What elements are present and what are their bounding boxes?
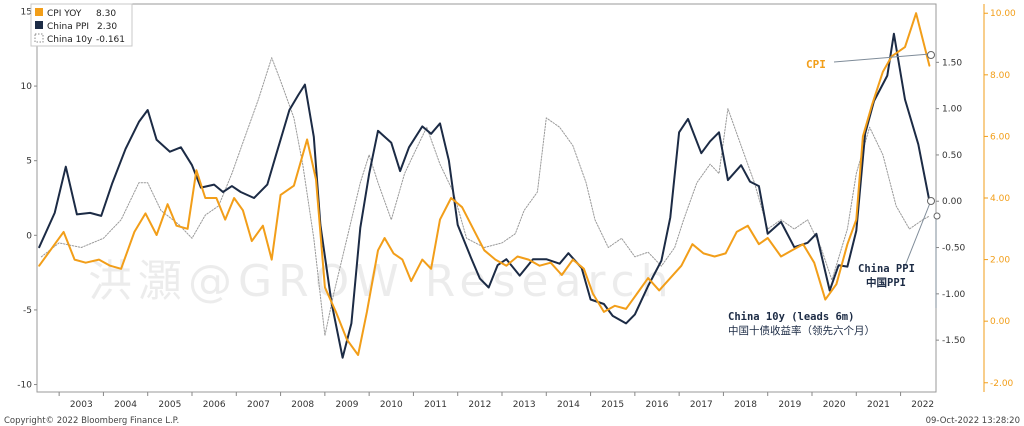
yield-annotation: China 10y (leads 6m) 中国十债收益率（领先六个月） [728,212,941,337]
left-tick-label: 5 [26,157,32,167]
ppi-annotation: China PPI 中国PPI [858,197,935,289]
yield-end-marker [933,212,941,220]
left-y-axis: -10 -5 0 5 10 15 [17,7,37,391]
mid-tick-label: -0.50 [942,244,966,254]
x-tick-label: 2018 [734,400,757,410]
yield-label-cn: 中国十债收益率（领先六个月） [728,324,875,337]
legend-item-10y: China 10y -0.161 [34,33,125,45]
mid-tick-label: 1.00 [942,105,962,115]
x-tick-label: 2013 [513,400,536,410]
cpi-leader-line [833,53,931,63]
x-tick-label: 2019 [778,400,801,410]
x-tick-label: 2005 [158,400,181,410]
left-tick-label: 0 [26,231,32,241]
mid-tick-label: -1.00 [942,290,966,300]
legend-swatch-cpi [35,8,43,16]
right-tick-label: 8.00 [990,71,1010,81]
x-tick-label: 2010 [380,400,403,410]
legend-item-cpi: CPI YOY 8.30 [35,8,116,19]
right-tick-label: 2.00 [990,256,1010,266]
x-tick-label: 2020 [823,400,846,410]
series-layer [38,12,931,359]
cpi-end-marker [927,51,935,59]
x-tick-label: 2006 [203,400,226,410]
legend-swatch-10y [34,33,44,43]
mid-tick-label: 0.00 [942,197,962,207]
mid-tick-label: 1.50 [942,58,962,68]
right-tick-label: 4.00 [990,194,1010,204]
plot-frame [36,3,937,393]
x-tick-label: 2007 [247,400,270,410]
x-tick-label: 2016 [646,400,669,410]
x-tick-label: 2008 [291,400,314,410]
x-tick-label: 2011 [424,400,447,410]
x-tick-label: 2012 [468,400,491,410]
watermark: 洪灝@GROW Research [88,256,675,307]
right-tick-label: -2.00 [990,379,1014,389]
x-tick-label: 2014 [557,400,580,410]
timestamp: 09-Oct-2022 13:28:20 [926,416,1020,426]
x-tick-label: 2017 [690,400,713,410]
x-tick-label: 2009 [336,400,359,410]
legend-label-10y: China 10y [47,35,93,45]
legend-value-ppi: 2.30 [97,22,117,32]
right-y-axis: -2.00 0.00 2.00 4.00 6.00 8.00 10.00 [984,9,1016,389]
ppi-label-en: China PPI [858,263,915,275]
legend-label-cpi: CPI YOY [47,9,82,19]
x-tick-label: 2015 [601,400,624,410]
left-tick-label: -5 [23,306,32,316]
x-tick-label: 2022 [911,400,934,410]
left-tick-label: 10 [21,82,33,92]
legend-item-ppi: China PPI 2.30 [35,21,117,32]
cpi-annotation: CPI [806,51,935,71]
ppi-label-cn: 中国PPI [866,276,906,289]
right-tick-label: 10.00 [990,9,1016,19]
cpi-label: CPI [806,58,826,71]
series-line-china-ppi [38,32,931,359]
x-tick-label: 2003 [70,400,93,410]
right-tick-label: 0.00 [990,317,1010,327]
legend-value-10y: -0.161 [96,35,125,45]
legend-label-ppi: China PPI [47,22,89,32]
right-tick-label: 6.00 [990,132,1010,142]
left-tick-label: 15 [21,7,32,17]
x-axis: 2003 2004 2005 2006 2007 2008 2009 2010 2011 2012… [58,392,934,410]
series-line-cpi-yoy [38,12,931,356]
x-tick-label: 2004 [114,400,137,410]
legend-swatch-ppi [35,21,43,29]
mid-tick-label: 0.50 [942,151,962,161]
legend: CPI YOY 8.30 China PPI 2.30 China 10y -0… [30,3,133,47]
legend-value-cpi: 8.30 [96,9,116,19]
ppi-leader-line [904,202,931,267]
middle-y-axis: -1.50 -1.00 -0.50 0.00 0.50 1.00 1.50 [936,58,966,346]
legend-box [30,3,133,47]
yield-label-en: China 10y (leads 6m) [728,311,854,323]
x-tick-label: 2021 [867,400,890,410]
ppi-end-marker [927,197,935,205]
left-tick-label: -10 [17,381,32,391]
copyright: Copyright© 2022 Bloomberg Finance L.P. [4,416,179,426]
mid-tick-label: -1.50 [942,336,966,346]
